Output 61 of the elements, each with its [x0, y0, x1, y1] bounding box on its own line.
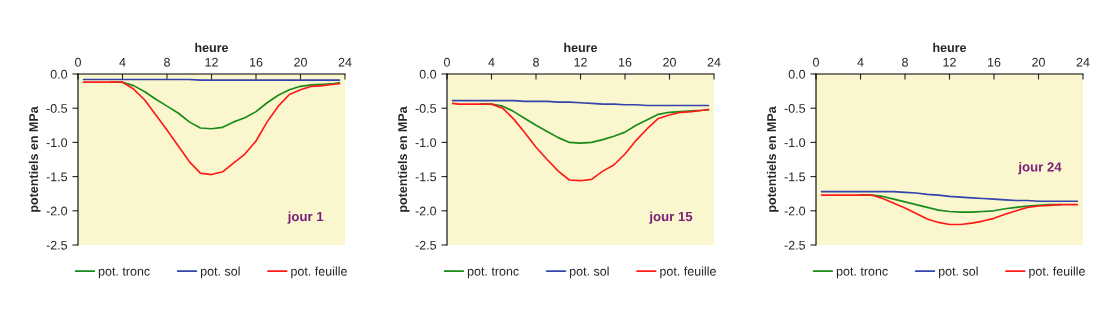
annotation: jour 1 [287, 211, 324, 224]
legend-label: pot. feuille [1029, 266, 1085, 279]
y-axis-title: potentiels en MPa [28, 106, 41, 212]
x-tick-label: 4 [857, 57, 864, 67]
annotation: jour 24 [1018, 161, 1062, 175]
y-tick-label: -0.5 [415, 104, 437, 113]
x-tick-label: 24 [707, 57, 721, 67]
legend-label: pot. feuille [291, 266, 347, 279]
x-tick-label: 20 [1032, 57, 1045, 67]
legend-label: pot. sol [200, 266, 240, 279]
y-tick-label: -2.0 [784, 206, 806, 216]
x-tick-label: 4 [488, 57, 495, 67]
y-tick-label: 0.0 [419, 69, 437, 79]
x-axis-title: heure [564, 42, 598, 53]
x-tick-label: 8 [902, 57, 908, 67]
x-tick-label: 0 [813, 57, 819, 67]
x-tick-label: 12 [943, 57, 956, 67]
legend-label: pot. sol [938, 266, 978, 279]
x-tick-label: 12 [205, 57, 218, 67]
x-axis-title: heure [195, 42, 229, 53]
y-tick-label: -2.5 [415, 240, 437, 250]
x-tick-label: 24 [1076, 57, 1090, 67]
x-tick-label: 16 [988, 57, 1001, 67]
annotation: jour 15 [649, 211, 693, 224]
y-axis-title: potentiels en MPa [766, 106, 779, 212]
y-tick-label: -2.5 [46, 240, 68, 250]
y-tick-label: -2.0 [415, 206, 437, 216]
y-tick-label: 0.0 [50, 69, 68, 79]
legend-label: pot. sol [569, 266, 609, 279]
y-tick-label: -2.0 [46, 206, 68, 216]
line-series [820, 190, 1079, 203]
y-tick-label: -1.0 [46, 138, 68, 148]
y-tick-label: -0.5 [784, 104, 806, 113]
x-tick-label: 8 [164, 57, 170, 67]
x-tick-label: 24 [338, 57, 352, 67]
y-tick-label: -2.5 [784, 240, 806, 250]
line-series [820, 194, 1079, 226]
x-axis-title: heure [933, 42, 967, 53]
x-tick-label: 16 [619, 57, 632, 67]
line-series [451, 102, 710, 182]
x-tick-label: 20 [663, 57, 676, 67]
legend-label: pot. feuille [660, 266, 716, 279]
x-tick-label: 4 [119, 57, 126, 67]
y-tick-label: 0.0 [788, 69, 806, 79]
y-tick-label: -1.0 [415, 138, 437, 148]
y-tick-label: -1.5 [415, 172, 437, 182]
legend-label: pot. tronc [836, 267, 888, 279]
x-tick-label: 20 [294, 57, 307, 67]
y-tick-label: -0.5 [46, 104, 68, 113]
x-tick-label: 0 [75, 57, 81, 67]
x-tick-label: 8 [533, 57, 539, 67]
x-tick-label: 16 [250, 57, 263, 67]
y-axis-title: potentiels en MPa [397, 106, 410, 212]
y-tick-label: -1.5 [46, 172, 68, 182]
legend-label: pot. tronc [98, 267, 150, 279]
x-tick-label: 0 [444, 57, 450, 67]
line-series [82, 81, 341, 176]
y-tick-label: -1.5 [784, 172, 806, 182]
legend-label: pot. tronc [467, 267, 519, 279]
x-tick-label: 12 [574, 57, 587, 67]
y-tick-label: -1.0 [784, 138, 806, 148]
